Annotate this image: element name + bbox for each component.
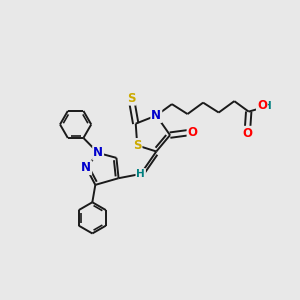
Text: N: N	[81, 161, 91, 174]
Text: H: H	[263, 101, 272, 111]
Text: S: S	[133, 139, 142, 152]
Text: H: H	[136, 169, 145, 179]
Text: O: O	[188, 126, 197, 139]
Text: O: O	[257, 99, 267, 112]
Text: O: O	[242, 127, 252, 140]
Text: N: N	[151, 109, 161, 122]
Text: S: S	[127, 92, 136, 105]
Text: N: N	[93, 146, 103, 160]
